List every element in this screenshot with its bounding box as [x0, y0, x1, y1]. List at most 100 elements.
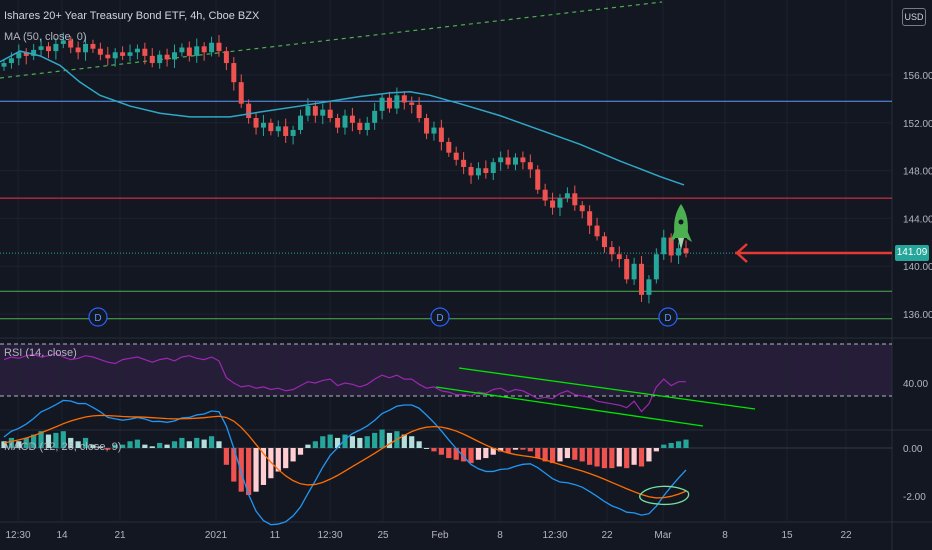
candle-body: [164, 54, 170, 60]
candle-body: [550, 200, 556, 208]
time-tick-label: Feb: [431, 530, 449, 541]
candle-body: [290, 129, 296, 136]
macd-histogram-bar: [194, 437, 200, 448]
rsi-band-fill: [0, 344, 892, 396]
candle-body: [157, 54, 163, 64]
candle-body: [342, 115, 348, 128]
macd-histogram-bar: [186, 441, 192, 448]
macd-histogram-bar: [349, 436, 356, 448]
candle-body: [75, 47, 81, 53]
macd-histogram-bar: [223, 448, 229, 465]
dividend-marker-label: D: [94, 313, 101, 324]
candle-body: [246, 103, 252, 119]
macd-histogram-bar: [668, 442, 674, 448]
candle-body: [16, 52, 22, 59]
macd-histogram-bar: [97, 446, 103, 448]
candle-body: [127, 52, 133, 56]
candle-body: [312, 106, 318, 116]
candle-body: [305, 106, 311, 116]
candle-body: [283, 126, 289, 136]
macd-histogram-bar: [275, 448, 281, 472]
candle-body: [601, 236, 607, 248]
rsi-lower-trendline: [435, 386, 704, 427]
macd-histogram-bar: [75, 441, 81, 448]
macd-histogram-bar: [631, 448, 637, 465]
macd-histogram-bar: [683, 439, 689, 448]
candle-body: [372, 110, 378, 123]
price-tick-label: 156.00: [903, 71, 932, 82]
rocket-window: [678, 219, 684, 225]
macd-histogram-bar: [498, 448, 504, 452]
macd-histogram-bar: [505, 448, 511, 454]
candle-body: [431, 127, 437, 134]
candle-body: [194, 46, 200, 56]
macd-histogram-bar: [268, 448, 274, 479]
candle-body: [83, 43, 89, 53]
candle-body: [120, 52, 126, 56]
currency-badge[interactable]: USD: [902, 8, 926, 26]
candle-body: [379, 97, 385, 111]
macd-legend[interactable]: MACD (12, 26, close, 9): [4, 441, 122, 453]
rsi-legend[interactable]: RSI (14, close): [4, 347, 77, 359]
candle-body: [45, 46, 51, 52]
candle-body: [513, 157, 518, 165]
macd-histogram-bar: [594, 448, 600, 467]
time-tick-label: 22: [840, 530, 852, 541]
candle-body: [68, 40, 74, 48]
candle-body: [349, 115, 355, 123]
macd-histogram-bar: [423, 448, 430, 449]
macd-histogram-bar: [327, 434, 333, 448]
red-arrow-head: [736, 243, 748, 263]
dividend-marker: [88, 307, 108, 327]
candle-body: [142, 48, 148, 56]
candle-body: [8, 58, 14, 64]
macd-histogram-bar: [68, 437, 74, 448]
macd-histogram-bar: [609, 448, 615, 469]
macd-histogram-bar: [342, 434, 348, 448]
candle-body: [468, 167, 474, 176]
macd-histogram-bar: [149, 446, 155, 448]
macd-histogram-bar: [379, 429, 385, 448]
candle-body: [134, 48, 140, 53]
candle-body: [564, 193, 570, 199]
candle-body: [238, 82, 244, 104]
candle-body: [579, 205, 585, 212]
candle-body: [416, 104, 422, 119]
candle-body: [327, 109, 333, 119]
macd-histogram-bar: [201, 439, 207, 448]
candle-body: [572, 193, 578, 206]
macd-histogram-bar: [157, 442, 163, 448]
candle-body: [268, 122, 274, 132]
candle-body: [631, 263, 637, 280]
time-tick-label: 8: [722, 530, 728, 541]
candle-body: [535, 169, 541, 190]
time-tick-label: 22: [601, 530, 613, 541]
macd-histogram-bar: [164, 444, 170, 448]
macd-histogram-bar: [1, 441, 7, 448]
macd-histogram-bar: [468, 448, 474, 464]
macd-histogram-bar: [238, 448, 244, 492]
macd-histogram-bar: [105, 448, 111, 450]
price-tick-label: 140.00: [903, 262, 932, 273]
macd-histogram-bar: [535, 448, 541, 459]
candle-body: [38, 46, 44, 50]
macd-histogram-bar: [134, 439, 141, 448]
candle-body: [112, 52, 118, 59]
macd-histogram-bar: [616, 448, 622, 467]
candle-body: [490, 162, 496, 173]
candle-body: [587, 211, 593, 226]
ma-legend[interactable]: MA (50, close, 0): [4, 31, 87, 43]
candle-body: [668, 237, 674, 256]
candle-body: [498, 157, 504, 163]
last-price-tag: 141.09: [895, 245, 929, 261]
macd-histogram-bar: [564, 448, 570, 459]
candle-body: [594, 225, 600, 237]
candle-body: [409, 102, 415, 105]
macd-histogram-bar: [549, 448, 556, 464]
macd-histogram-bar: [475, 448, 482, 460]
time-tick-label: 8: [497, 530, 503, 541]
candle-body: [201, 46, 207, 53]
time-tick-label: 14: [56, 530, 68, 541]
macd-histogram-bar: [38, 431, 44, 448]
